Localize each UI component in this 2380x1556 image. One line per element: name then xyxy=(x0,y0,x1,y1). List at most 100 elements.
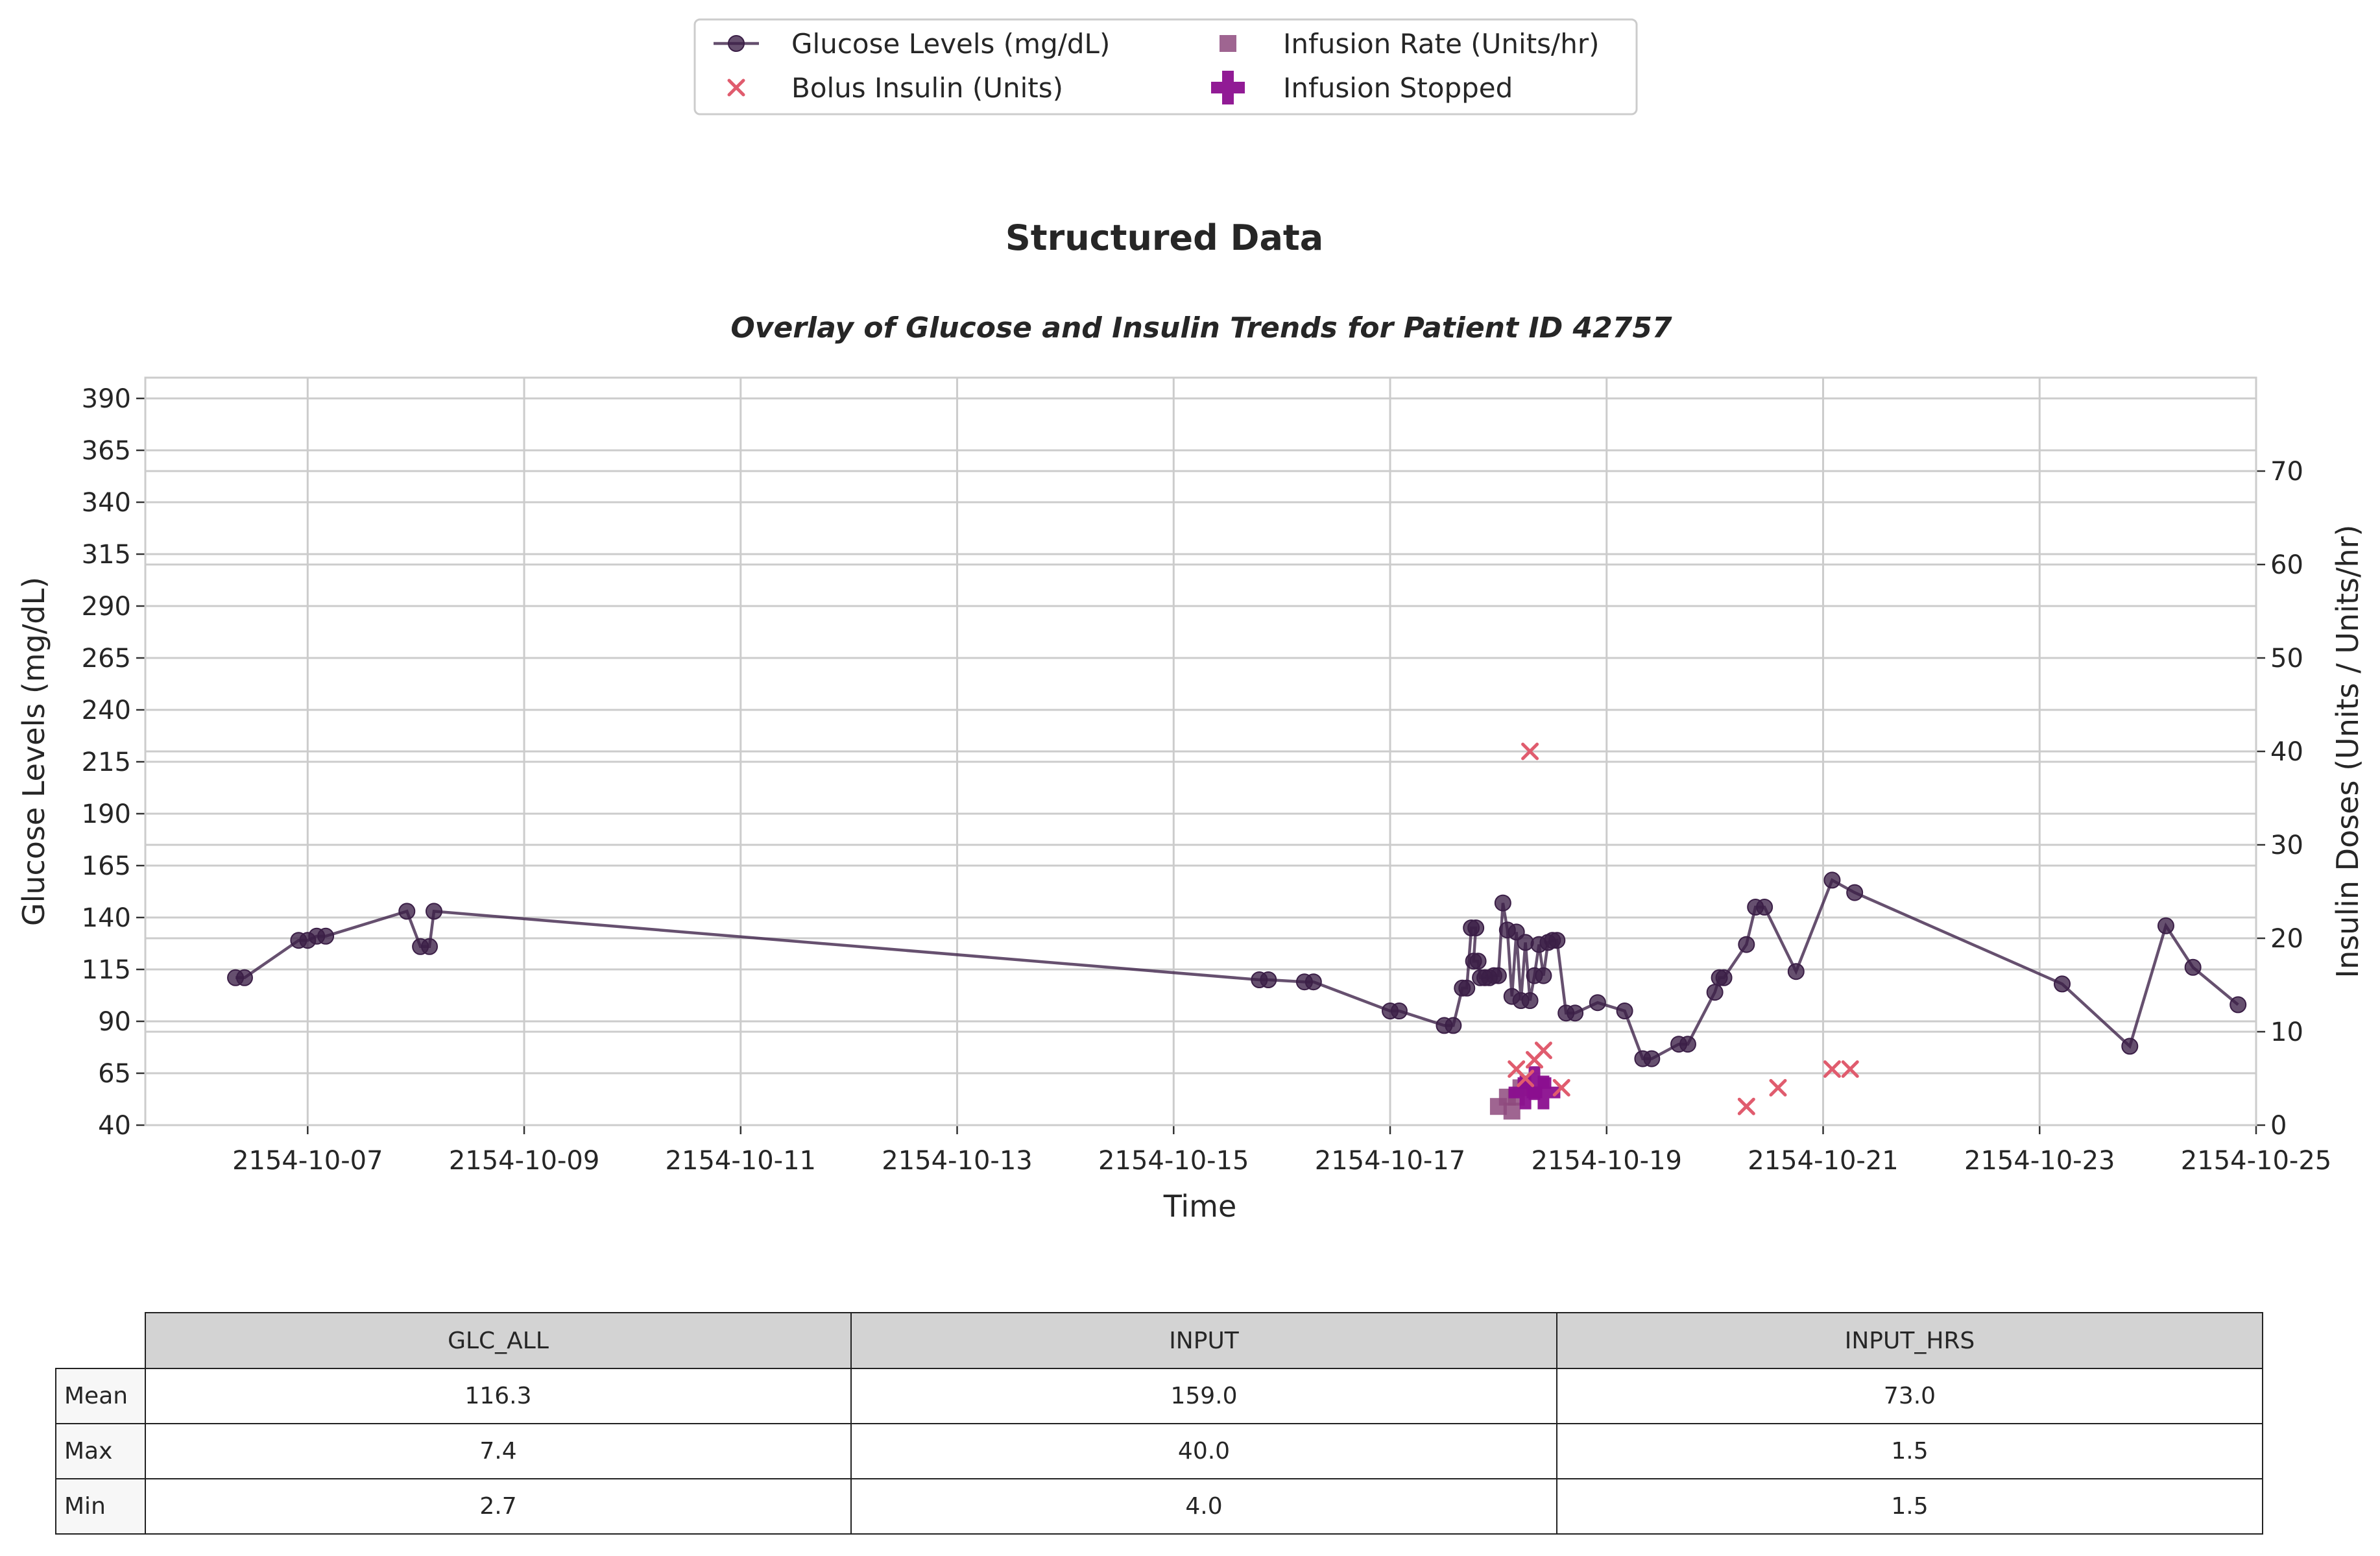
glucose-point xyxy=(2054,975,2071,993)
x-tick-label: 2154-10-19 xyxy=(1532,1146,1682,1176)
bolus-insulin-point xyxy=(1823,1060,1841,1078)
glucose-point xyxy=(1467,919,1485,936)
y-tick-label: 340 xyxy=(82,488,131,518)
legend-entry: Infusion Stopped xyxy=(1211,71,1513,104)
table-cell: 7.4 xyxy=(145,1423,852,1479)
y2-axis-ticks: 0 10 20 30 40 50 60 70 xyxy=(2256,457,2303,1141)
y-tick-label: 390 xyxy=(82,384,131,414)
glucose-point xyxy=(1390,1003,1408,1019)
legend-entry: Bolus Insulin (Units) xyxy=(727,72,1063,104)
x-tick-label: 2154-10-15 xyxy=(1098,1146,1249,1176)
table-header-cell: INPUT_HRS xyxy=(1556,1312,2263,1369)
glucose-point xyxy=(1521,992,1539,1009)
table-header-row: GLC_ALL INPUT INPUT_HRS xyxy=(56,1312,2263,1369)
legend-label: Glucose Levels (mg/dL) xyxy=(791,28,1110,60)
glucose-point xyxy=(398,903,416,920)
bolus-insulin-point xyxy=(1517,1069,1535,1088)
y2-tick-label: 60 xyxy=(2270,550,2303,580)
glucose-point xyxy=(1567,1004,1584,1022)
y-tick-label: 65 xyxy=(98,1059,131,1089)
glucose-point xyxy=(421,938,439,955)
x-tick-label: 2154-10-17 xyxy=(1315,1146,1465,1176)
x-tick-label: 2154-10-23 xyxy=(1964,1146,2115,1176)
y2-axis-label: Insulin Doses (Units / Units/hr) xyxy=(2330,524,2365,978)
table-cell: 159.0 xyxy=(850,1368,1557,1424)
x-tick-label: 2154-10-11 xyxy=(666,1146,816,1176)
glucose-point xyxy=(317,927,335,945)
legend-marker-swatch xyxy=(727,79,745,97)
bolus-insulin-point xyxy=(1521,742,1539,760)
table-cell: 2.7 xyxy=(145,1478,852,1535)
legend-entry: Glucose Levels (mg/dL) xyxy=(714,28,1110,60)
table-row: Min 2.7 4.0 1.5 xyxy=(55,1478,2263,1535)
bolus-insulin-point xyxy=(1534,1041,1552,1060)
legend-label: Bolus Insulin (Units) xyxy=(791,72,1063,104)
bolus-insulin-point xyxy=(1737,1097,1755,1115)
glucose-point xyxy=(2121,1038,2139,1055)
y2-tick-label: 50 xyxy=(2270,644,2303,674)
glucose-point xyxy=(1469,953,1487,970)
table-cell: 1.5 xyxy=(1556,1423,2263,1479)
glucose-point xyxy=(2157,917,2174,934)
y2-tick-label: 30 xyxy=(2270,831,2303,860)
glucose-point xyxy=(1489,967,1507,984)
chart-subtitle: Overlay of Glucose and Insulin Trends fo… xyxy=(730,311,1672,345)
glucose-point xyxy=(1679,1036,1696,1053)
y-tick-label: 115 xyxy=(82,955,131,985)
x-axis-label: Time xyxy=(1163,1189,1237,1224)
glucose-point xyxy=(1706,984,1724,1001)
infusion-stopped-point xyxy=(1508,1075,1543,1110)
legend-marker-swatch xyxy=(728,35,745,52)
glucose-point xyxy=(1445,1017,1462,1034)
plot-marks xyxy=(227,742,2247,1120)
grid xyxy=(145,378,2257,1126)
legend: Glucose Levels (mg/dL) Bolus Insulin (Uni… xyxy=(693,18,1638,115)
x-tick-label: 2154-10-13 xyxy=(882,1146,1032,1176)
y-tick-label: 90 xyxy=(98,1007,131,1037)
table-row: Max 7.4 40.0 1.5 xyxy=(55,1423,2263,1479)
x-tick-label: 2154-10-25 xyxy=(2181,1146,2331,1176)
glucose-point xyxy=(235,969,253,986)
x-tick-label: 2154-10-21 xyxy=(1748,1146,1898,1176)
stats-table: GLC_ALL INPUT INPUT_HRS Mean 116.3 159.0… xyxy=(55,1312,2263,1535)
glucose-point xyxy=(2184,958,2202,976)
glucose-point xyxy=(1494,894,1511,912)
y-tick-label: 165 xyxy=(82,851,131,881)
plot-frame xyxy=(144,376,2257,1126)
table-cell: 73.0 xyxy=(1556,1368,2263,1424)
legend-box xyxy=(693,18,1638,115)
y-tick-label: 265 xyxy=(82,644,131,674)
glucose-point xyxy=(1823,871,1841,889)
legend-marker-swatch xyxy=(1220,35,1236,52)
y-tick-label: 40 xyxy=(98,1111,131,1141)
bolus-insulin-point xyxy=(1552,1078,1570,1097)
infusion-stopped-point xyxy=(1517,1066,1552,1100)
glucose-point xyxy=(1643,1050,1661,1067)
x-axis-ticks: 2154-10-07 2154-10-09 2154-10-11 2154-10-13… xyxy=(232,1125,2331,1176)
glucose-point xyxy=(1787,963,1805,980)
y-tick-label: 315 xyxy=(82,540,131,570)
y-axis-label: Glucose Levels (mg/dL) xyxy=(16,577,51,926)
glucose-point xyxy=(1589,994,1606,1012)
y-tick-label: 215 xyxy=(82,748,131,777)
y-axis-ticks: 40 65 90 115 140 165 190 215 240 265 290 315 340 365 3… xyxy=(82,384,145,1141)
table-row-label: Mean xyxy=(55,1368,146,1424)
chart: Glucose Levels (mg/dL) Bolus Insulin (Uni… xyxy=(16,18,2365,1224)
glucose-point xyxy=(1756,899,1773,916)
glucose-point xyxy=(2230,996,2247,1014)
table-cell: 40.0 xyxy=(850,1423,1557,1479)
y2-tick-label: 20 xyxy=(2270,924,2303,954)
x-tick-label: 2154-10-09 xyxy=(449,1146,599,1176)
y2-tick-label: 0 xyxy=(2270,1111,2287,1141)
table-cell: 1.5 xyxy=(1556,1478,2263,1535)
x-tick-label: 2154-10-07 xyxy=(232,1146,383,1176)
y-tick-label: 190 xyxy=(82,799,131,829)
glucose-point xyxy=(425,903,442,920)
y2-tick-label: 70 xyxy=(2270,457,2303,487)
y-tick-label: 290 xyxy=(82,592,131,622)
table-cell: 4.0 xyxy=(850,1478,1557,1535)
table-row-label: Min xyxy=(55,1478,146,1535)
legend-entry: Infusion Rate (Units/hr) xyxy=(1220,28,1599,60)
y-tick-label: 140 xyxy=(82,903,131,933)
glucose-point xyxy=(1304,973,1322,991)
